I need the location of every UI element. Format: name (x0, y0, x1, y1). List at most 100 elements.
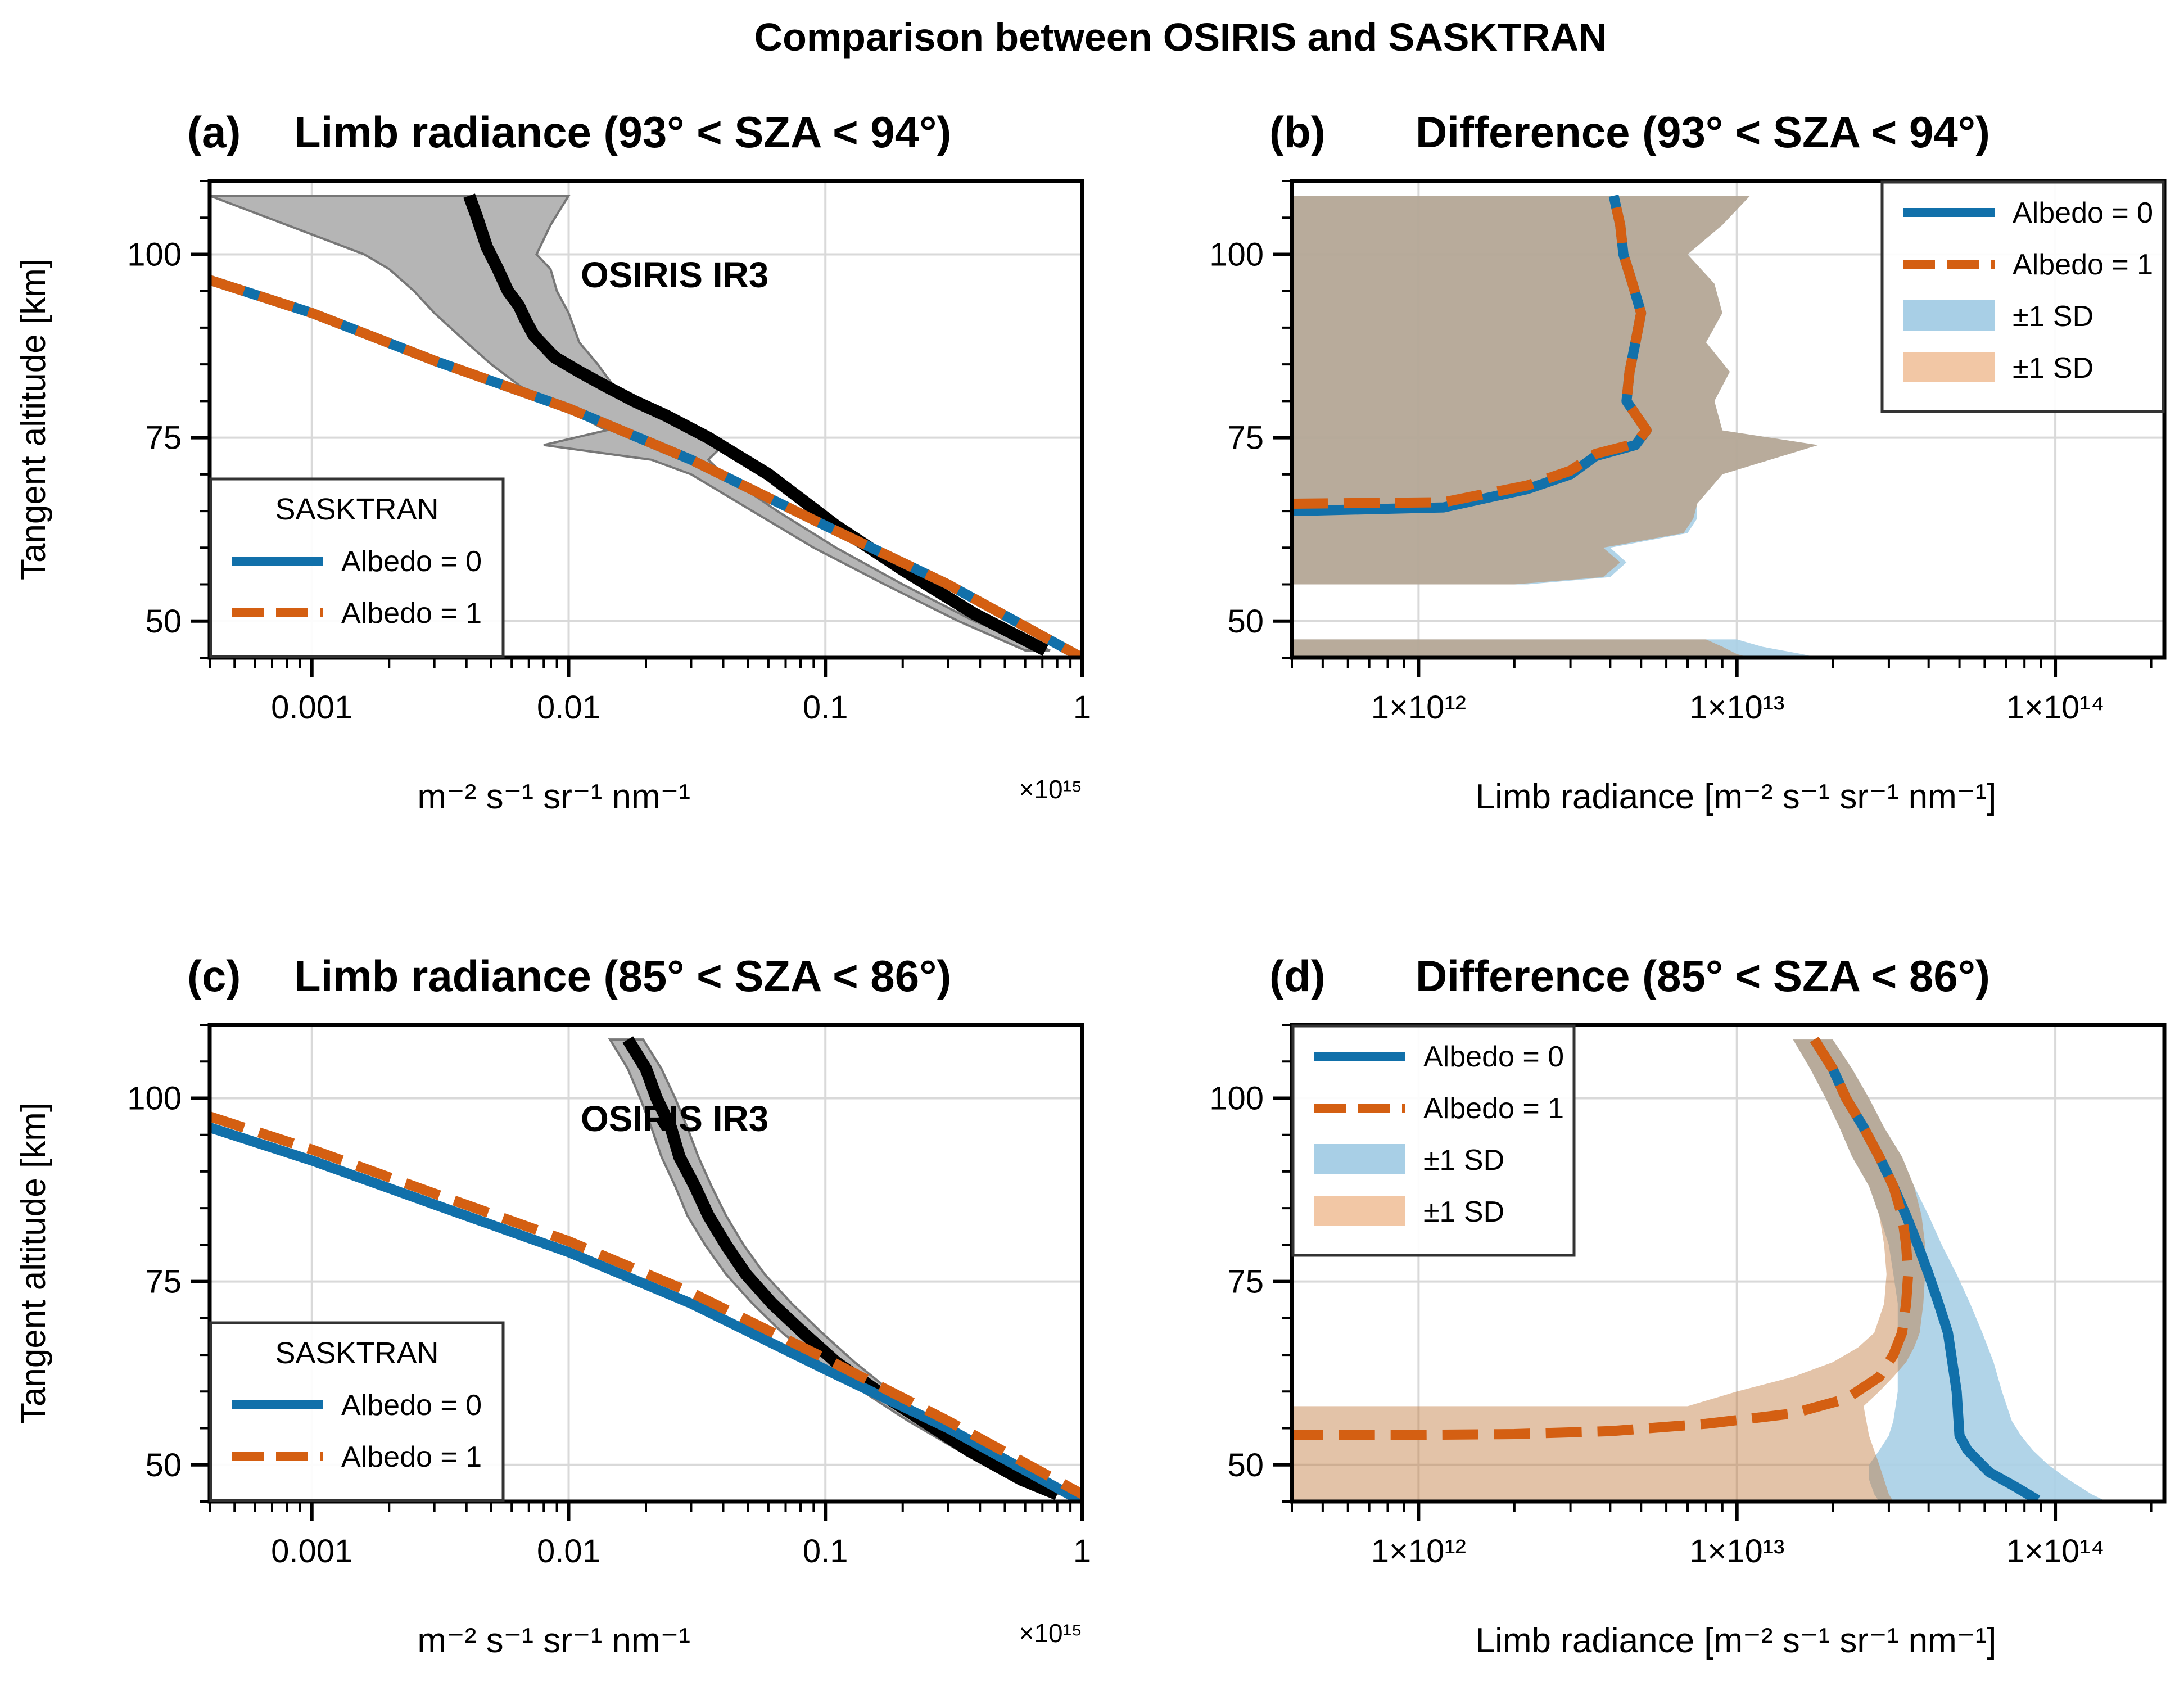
x-tick-label: 1×10¹³ (1689, 1533, 1784, 1570)
figure-title: Comparison between OSIRIS and SASKTRAN (754, 15, 1607, 59)
legend-entry-label: Albedo = 1 (2013, 248, 2153, 281)
y-ticks (1273, 1024, 1292, 1503)
y-tick-label: 100 (127, 1080, 182, 1116)
axes-frame (1290, 179, 2167, 660)
y-ticks (1273, 180, 1292, 659)
y-tick-label: 75 (145, 420, 182, 456)
y-ticks (191, 180, 210, 659)
legend-entry-label: Albedo = 0 (1423, 1041, 1564, 1073)
y-tick-label: 50 (1227, 603, 1264, 640)
osiris-annotation: OSIRIS IR3 (581, 1098, 768, 1139)
sd-band-2 (1292, 639, 1819, 658)
legend: SASKTRAN Albedo = 0 Albedo = 1 (209, 477, 505, 658)
x-scale-label: ×10¹⁵ (1019, 1618, 1082, 1648)
legend-entry-label: Albedo = 1 (341, 597, 482, 630)
y-tick-label: 100 (1209, 236, 1264, 273)
albedo1-line (210, 275, 1082, 658)
legend-entry-label: Albedo = 1 (1423, 1092, 1564, 1125)
x-tick-label: 1 (1073, 1533, 1091, 1570)
x-tick-label: 1×10¹² (1371, 689, 1466, 726)
osiris-annotation: OSIRIS IR3 (581, 255, 768, 295)
panels: 0.001 0.01 0.1 1 50 75 100 (a) Limb radiance (93… (14, 107, 2167, 1660)
x-tick-label: 0.1 (803, 689, 848, 726)
panel-label: (c) (187, 951, 241, 1001)
panel-d: 1×10¹² 1×10¹³ 1×10¹⁴ 50 75 100 (d) Difference (… (1209, 951, 2167, 1660)
plot-area (1292, 195, 1819, 658)
x-axis-label: Limb radiance [m⁻² s⁻¹ sr⁻¹ nm⁻¹] (1476, 1621, 1997, 1660)
x-ticks (209, 658, 1084, 677)
y-tick-label: 50 (1227, 1447, 1264, 1484)
panel-title: Limb radiance (93° < SZA < 94°) (294, 107, 951, 157)
legend-title: SASKTRAN (275, 492, 438, 526)
panel-label: (a) (187, 107, 241, 157)
panel-label: (d) (1269, 951, 1326, 1001)
osiris-spread-band (210, 195, 1051, 652)
plot-area (210, 193, 1082, 658)
y-tick-label: 75 (145, 1264, 182, 1300)
x-tick-label: 0.001 (271, 689, 352, 726)
legend-entry-label: ±1 SD (2013, 300, 2093, 333)
legend-swatch-band1 (1903, 352, 1995, 382)
panel-a: 0.001 0.01 0.1 1 50 75 100 (a) Limb radiance (93… (14, 107, 1091, 816)
legend: SASKTRAN Albedo = 0 Albedo = 1 (209, 1321, 505, 1502)
x-scale-label: ×10¹⁵ (1019, 775, 1082, 804)
sd-band-0 (1292, 196, 1819, 585)
x-tick-label: 1×10¹⁴ (2006, 689, 2105, 726)
y-tick-label: 100 (1209, 1080, 1264, 1116)
legend-entry-label: Albedo = 0 (2013, 197, 2153, 229)
x-tick-label: 1×10¹³ (1689, 689, 1784, 726)
legend-swatch-band1 (1314, 1196, 1405, 1226)
legend: Albedo = 0 Albedo = 1 ±1 SD ±1 SD (1291, 1024, 1576, 1257)
sd-band-0 (1793, 1039, 2107, 1502)
legend-entry-label: Albedo = 0 (341, 545, 482, 578)
x-axis-label: m⁻² s⁻¹ sr⁻¹ nm⁻¹ (417, 1621, 690, 1660)
x-tick-label: 1×10¹² (1371, 1533, 1466, 1570)
legend-swatch-band0 (1903, 300, 1995, 331)
y-tick-label: 75 (1227, 420, 1264, 456)
x-ticks (209, 1502, 1084, 1521)
y-tick-label: 100 (127, 236, 182, 273)
x-tick-label: 0.1 (803, 1533, 848, 1570)
y-tick-label: 50 (145, 1447, 182, 1484)
albedo1-line (1292, 1037, 1914, 1440)
axes-frame (1290, 1023, 2167, 1504)
x-axis-label: Limb radiance [m⁻² s⁻¹ sr⁻¹ nm⁻¹] (1476, 777, 1997, 816)
panel-title: Limb radiance (85° < SZA < 86°) (294, 951, 951, 1001)
albedo1-line (1292, 195, 1652, 509)
y-axis-label: Tangent altitude [km] (14, 1102, 53, 1424)
panel-b: 1×10¹² 1×10¹³ 1×10¹⁴ 50 75 100 (b) Difference (… (1209, 107, 2167, 816)
x-tick-label: 1×10¹⁴ (2006, 1533, 2105, 1570)
x-tick-label: 1 (1073, 689, 1091, 726)
y-ticks (191, 1024, 210, 1503)
legend-entry-label: Albedo = 0 (341, 1389, 482, 1422)
panel-label: (b) (1269, 107, 1326, 157)
sd-band-3 (1292, 639, 1751, 658)
legend-entry-label: ±1 SD (1423, 1196, 1504, 1228)
osiris-line (622, 1036, 1060, 1500)
sd-band-1 (1292, 196, 1819, 585)
x-ticks (1291, 1502, 2153, 1521)
albedo1-line (210, 1111, 1082, 1499)
legend-entry-label: ±1 SD (1423, 1144, 1504, 1177)
legend: Albedo = 0 Albedo = 1 ±1 SD ±1 SD (1880, 180, 2165, 413)
panel-title: Difference (93° < SZA < 94°) (1416, 107, 1990, 157)
x-axis-label: m⁻² s⁻¹ sr⁻¹ nm⁻¹ (417, 777, 690, 816)
panel-c: 0.001 0.01 0.1 1 50 75 100 (c) Limb radiance (85… (14, 951, 1091, 1660)
sd-band-1 (1292, 1039, 1925, 1502)
x-tick-label: 0.01 (537, 1533, 600, 1570)
x-ticks (1291, 658, 2153, 677)
y-tick-label: 50 (145, 603, 182, 640)
x-tick-label: 0.001 (271, 1533, 352, 1570)
legend-title: SASKTRAN (275, 1336, 438, 1370)
legend-entry-label: ±1 SD (2013, 352, 2093, 385)
plot-area (210, 1036, 1082, 1502)
legend-entry-label: Albedo = 1 (341, 1441, 482, 1473)
albedo0-line (210, 1123, 1082, 1502)
albedo0-line (1810, 1037, 2041, 1502)
y-tick-label: 75 (1227, 1264, 1264, 1300)
y-axis-label: Tangent altitude [km] (14, 259, 53, 580)
legend-box (209, 1321, 505, 1502)
plot-area (1292, 1037, 2107, 1502)
legend-swatch-band0 (1314, 1144, 1405, 1174)
